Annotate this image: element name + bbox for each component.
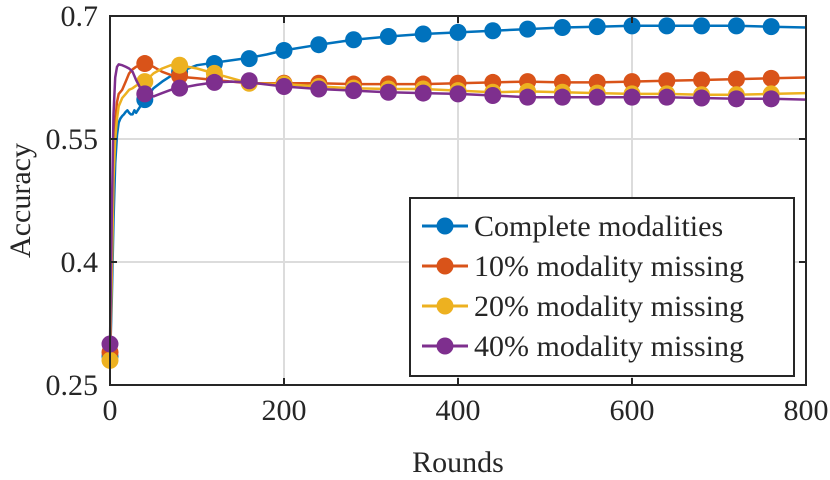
data-point <box>727 90 745 108</box>
data-point <box>136 55 154 73</box>
legend-swatch-marker <box>436 217 454 235</box>
data-point <box>553 88 571 106</box>
data-point <box>762 18 780 36</box>
data-point <box>658 88 676 106</box>
data-point <box>379 83 397 101</box>
data-point <box>727 70 745 88</box>
data-point <box>623 73 641 91</box>
x-tick-label: 200 <box>262 394 307 427</box>
tick-marks <box>109 15 807 386</box>
y-tick-label: 0.55 <box>46 123 99 156</box>
data-point <box>449 85 467 103</box>
data-point <box>345 31 363 49</box>
x-tick-label: 600 <box>610 394 655 427</box>
data-point <box>171 56 189 74</box>
data-point <box>519 88 537 106</box>
x-tick-label: 800 <box>784 394 829 427</box>
x-tick-label: 0 <box>103 394 118 427</box>
data-point <box>171 79 189 97</box>
data-point <box>762 69 780 87</box>
tick-labels: 0 200 400 600 800 0.25 0.4 0.55 0.7 <box>46 0 829 427</box>
data-point <box>136 85 154 103</box>
data-point <box>275 41 293 59</box>
data-point <box>658 17 676 35</box>
data-point <box>275 78 293 96</box>
data-point <box>588 18 606 36</box>
data-point <box>205 73 223 91</box>
data-point <box>623 88 641 106</box>
x-axis-title: Rounds <box>412 446 504 475</box>
data-point <box>588 88 606 106</box>
legend-swatch-marker <box>436 337 454 355</box>
data-point <box>345 82 363 100</box>
data-point <box>379 28 397 45</box>
legend-label: 20% modality missing <box>474 290 744 323</box>
data-point <box>693 71 711 89</box>
data-point <box>519 20 537 38</box>
y-axis-title: Accuracy <box>4 143 37 258</box>
data-point <box>623 17 641 35</box>
data-point <box>414 25 432 43</box>
legend-swatch-marker <box>436 257 454 275</box>
data-point <box>484 87 502 105</box>
data-point <box>449 23 467 41</box>
data-point <box>693 89 711 107</box>
data-point <box>414 84 432 102</box>
data-point <box>310 36 328 54</box>
data-point <box>240 50 258 68</box>
data-point <box>727 17 745 35</box>
data-point <box>658 72 676 90</box>
x-tick-label: 400 <box>436 394 481 427</box>
legend-label: 40% modality missing <box>474 330 744 363</box>
data-point <box>240 72 258 90</box>
y-tick-label: 0.25 <box>46 369 99 402</box>
legend-label: Complete modalities <box>474 210 723 243</box>
data-point <box>310 80 328 98</box>
y-tick-label: 0.7 <box>61 0 99 33</box>
data-point <box>553 18 571 36</box>
legend-label: 10% modality missing <box>474 250 744 283</box>
legend-swatch-marker <box>436 297 454 315</box>
series-4 <box>101 63 807 353</box>
data-point <box>693 17 711 35</box>
data-point <box>484 22 502 40</box>
data-point <box>762 90 780 108</box>
series-layer <box>101 17 807 369</box>
legend: Complete modalities 10% modality missing 2… <box>409 197 795 377</box>
legend-box <box>409 197 795 377</box>
y-tick-label: 0.4 <box>61 246 99 279</box>
